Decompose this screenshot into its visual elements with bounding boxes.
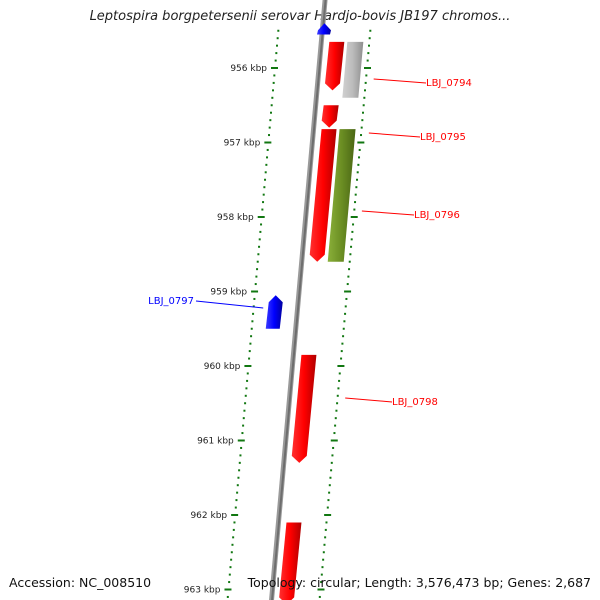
gene-label-lbj_0796[interactable]: LBJ_0796 xyxy=(414,210,460,221)
tick-label-958: 958 kbp xyxy=(217,213,254,223)
accession-text: Accession: NC_008510 xyxy=(9,575,152,590)
feature-labels: LBJ_0794 LBJ_0795 LBJ_0796 LBJ_0797 LBJ_0798 xyxy=(148,78,472,408)
gene-label-lbj_0795[interactable]: LBJ_0795 xyxy=(420,132,466,143)
feature-lbj_0794[interactable] xyxy=(325,41,345,91)
feature-green[interactable] xyxy=(327,129,356,262)
gene-label-lbj_0798[interactable]: LBJ_0798 xyxy=(392,397,438,408)
tick-marks: 956 kbp 957 kbp 958 kbp 959 kbp 960 kbp 961 k… xyxy=(184,64,267,596)
features xyxy=(265,23,364,600)
tick-label-960: 960 kbp xyxy=(204,362,241,372)
gene-label-lbj_0794[interactable]: LBJ_0794 xyxy=(426,78,472,89)
feature-lbj_0797[interactable] xyxy=(265,295,283,329)
feature-lbj_0795[interactable] xyxy=(321,105,339,128)
map-title: Leptospira borgpetersenii serovar Hardjo… xyxy=(89,9,511,24)
tick-label-962: 962 kbp xyxy=(190,511,227,521)
feature-grey[interactable] xyxy=(342,41,364,98)
feature-top-blue[interactable] xyxy=(316,23,331,35)
summary-text: Topology: circular; Length: 3,576,473 bp… xyxy=(247,575,591,590)
tick-label-957: 957 kbp xyxy=(224,139,261,149)
gene-label-lbj_0797[interactable]: LBJ_0797 xyxy=(148,296,194,307)
tick-label-963: 963 kbp xyxy=(184,586,221,596)
feature-bottom-red[interactable] xyxy=(279,522,302,600)
tick-label-959: 959 kbp xyxy=(210,288,247,298)
tick-label-961: 961 kbp xyxy=(197,437,234,447)
tick-label-956: 956 kbp xyxy=(230,64,267,74)
feature-lbj_0796[interactable] xyxy=(309,129,337,262)
backbone xyxy=(269,0,328,600)
tick-dots xyxy=(224,29,372,598)
feature-lbj_0798[interactable] xyxy=(291,354,317,463)
